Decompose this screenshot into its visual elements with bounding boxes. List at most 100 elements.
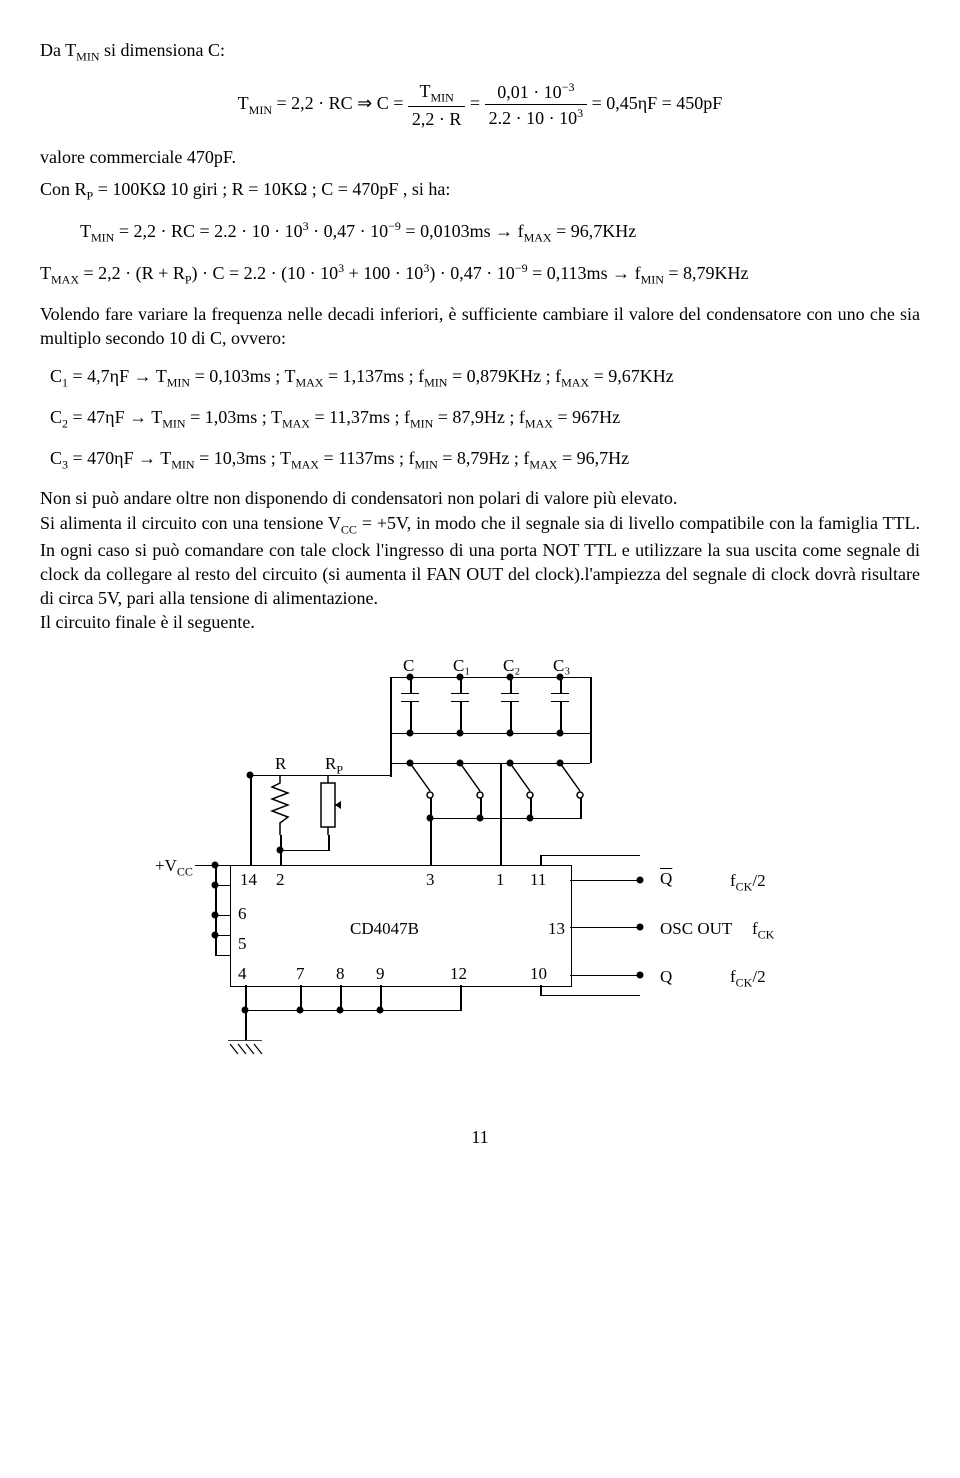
text: C: [50, 448, 62, 468]
subscript: MAX: [291, 457, 319, 471]
wire: [590, 677, 592, 763]
wire: [500, 763, 590, 765]
text: = 96,7Hz: [557, 448, 629, 468]
pin-7-label: 7: [296, 963, 305, 986]
text: Con R: [40, 179, 87, 199]
equation-c2: C2 = 47ηF → TMIN = 1,03ms ; TMAX = 11,37…: [50, 405, 920, 432]
node: [527, 814, 534, 821]
node: [407, 673, 414, 680]
text: =: [470, 93, 485, 113]
wire: [560, 701, 562, 733]
text: /2: [752, 871, 765, 890]
pin-5-label: 5: [238, 933, 247, 956]
wire: [410, 701, 412, 733]
subscript: CK: [736, 879, 753, 893]
node: [337, 1006, 344, 1013]
text: = 1,137ms ; f: [323, 366, 424, 386]
pin-4-label: 4: [238, 963, 247, 986]
text: R: [325, 754, 336, 773]
cap-plate: [501, 693, 519, 695]
pin-wire: [430, 855, 432, 865]
text: = 4,7ηF → T: [68, 366, 167, 386]
output-fck2-top: fCK/2: [730, 870, 766, 895]
node: [377, 1006, 384, 1013]
subscript: CK: [758, 927, 775, 941]
text: ) · C = 2.2 · (10 · 10: [192, 263, 339, 283]
text: = 1137ms ; f: [319, 448, 414, 468]
equation-tmin: TMIN = 2,2 · RC = 2.2 · 10 · 103 · 0,47 …: [80, 218, 920, 246]
node: [477, 814, 484, 821]
text: = 11,37ms ; f: [310, 407, 410, 427]
subscript: MIN: [76, 50, 99, 64]
node: [247, 771, 254, 778]
text: = 470ηF → T: [68, 448, 171, 468]
wire: [540, 995, 640, 997]
pin-3-label: 3: [426, 869, 435, 892]
pin-2-label: 2: [276, 869, 285, 892]
text: = 0,0103ms → f: [401, 221, 524, 241]
wire: [510, 701, 512, 733]
pin-wire: [280, 855, 282, 865]
wire: [570, 975, 640, 977]
text: C: [50, 407, 62, 427]
text: = 1,03ms ; T: [186, 407, 282, 427]
resistor-r-icon: [270, 775, 290, 835]
text: C: [50, 366, 62, 386]
wire: [215, 955, 230, 957]
text: = 100KΩ 10 giri ; R = 10KΩ ; C = 470pF ,…: [93, 179, 450, 199]
text: = 10,3ms ; T: [195, 448, 291, 468]
subscript: MAX: [524, 231, 552, 245]
wire: [570, 880, 640, 882]
text: = 9,67KHz: [589, 366, 674, 386]
wire: [500, 763, 502, 865]
node: [637, 876, 644, 883]
subscript: MIN: [414, 457, 437, 471]
subscript: MAX: [295, 376, 323, 390]
equation-c: TMIN = 2,2 · RC ⇒ C = TMIN 2,2 · R = 0,0…: [40, 79, 920, 131]
node: [557, 729, 564, 736]
wire: [540, 855, 640, 857]
potentiometer-rp-icon: [315, 775, 345, 835]
equation-c1: C1 = 4,7ηF → TMIN = 0,103ms ; TMAX = 1,1…: [50, 364, 920, 391]
fraction: TMIN 2,2 · R: [408, 79, 466, 131]
resistor-r-label: R: [275, 753, 286, 776]
equation-tmax: TMAX = 2,2 · (R + RP) · C = 2.2 · (10 · …: [40, 260, 920, 288]
output-oscout-label: OSC OUT: [660, 918, 732, 941]
subscript: MAX: [282, 416, 310, 430]
text: +V: [155, 856, 177, 875]
text: = 8,79Hz ; f: [438, 448, 530, 468]
node: [457, 673, 464, 680]
pin-9-label: 9: [376, 963, 385, 986]
wire: [245, 1010, 247, 1040]
node: [557, 673, 564, 680]
node: [507, 673, 514, 680]
subscript: CC: [341, 522, 357, 536]
text: = 0,113ms → f: [528, 263, 641, 283]
wire: [540, 855, 542, 865]
output-qbar-label: Q: [660, 868, 672, 891]
text: = 2,2 · (R + R: [79, 263, 185, 283]
pin-12-label: 12: [450, 963, 467, 986]
cap-plate: [401, 693, 419, 695]
text: = 0,879KHz ; f: [447, 366, 561, 386]
subscript: MAX: [529, 457, 557, 471]
text: = 2,2 · RC = 2.2 · 10 · 10: [114, 221, 302, 241]
commercial-value-line: valore commerciale 470pF.: [40, 145, 920, 169]
text: = 2,2 · RC ⇒ C =: [272, 93, 408, 113]
node: [457, 729, 464, 736]
text: Da T: [40, 40, 76, 60]
cap-plate: [451, 693, 469, 695]
superscript: −9: [515, 261, 528, 275]
text: Il circuito finale è il seguente.: [40, 612, 255, 632]
wire: [215, 915, 230, 917]
wire: [390, 733, 392, 763]
subscript: MIN: [410, 416, 433, 430]
pin-14-label: 14: [240, 869, 257, 892]
text: = 87,9Hz ; f: [433, 407, 525, 427]
wire: [460, 985, 462, 1010]
text: T: [80, 221, 91, 241]
resistor-rp-label: RP: [325, 753, 343, 778]
text: = 967Hz: [553, 407, 620, 427]
wire: [580, 798, 582, 818]
text: 2.2 · 10 · 10: [489, 108, 578, 128]
